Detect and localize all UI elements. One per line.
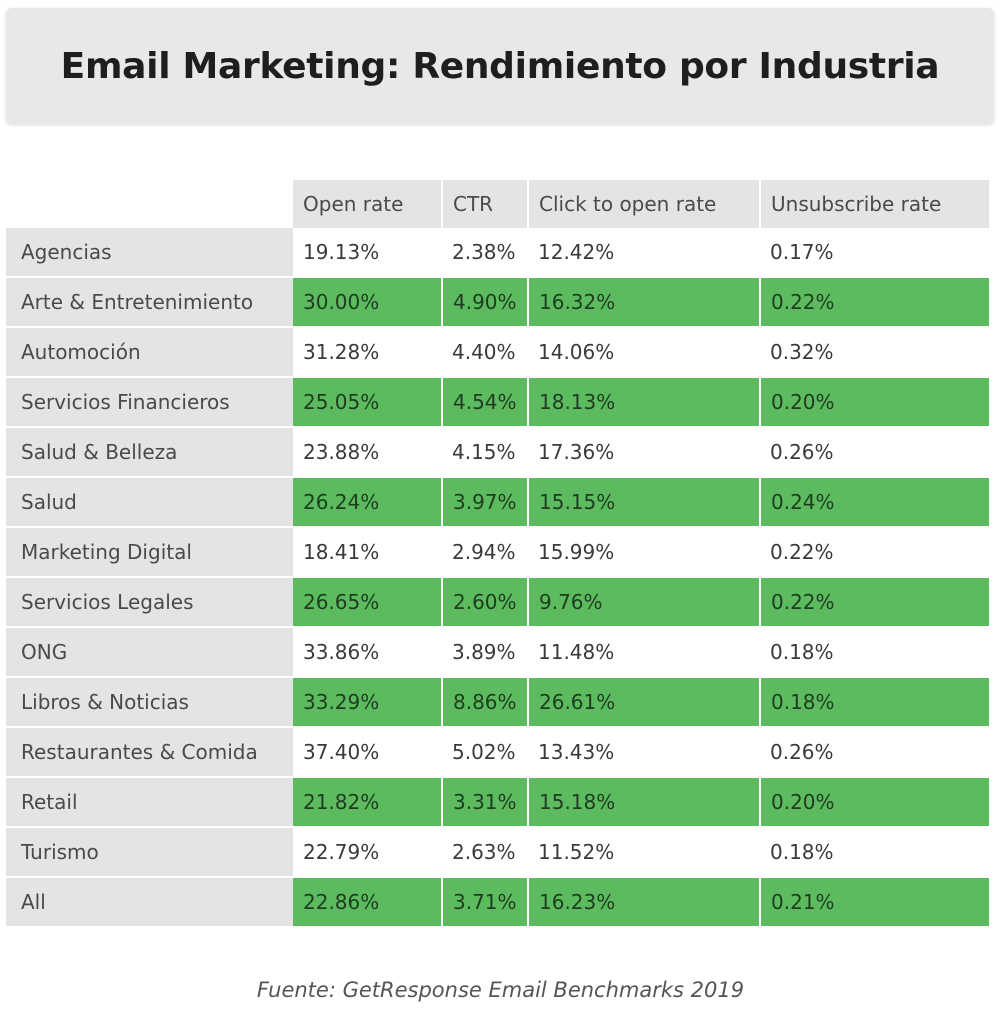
table-cell: 9.76% [528, 576, 761, 628]
row-label: Automoción [6, 327, 293, 378]
table-cell: 15.18% [528, 776, 761, 828]
table-cell: 0.26% [760, 727, 989, 777]
header-corner [6, 180, 293, 228]
table-cell: 11.52% [528, 827, 760, 877]
column-header: Open rate [293, 180, 443, 228]
column-header: Unsubscribe rate [760, 180, 989, 228]
table-cell: 26.65% [293, 576, 443, 628]
table-cell: 2.94% [442, 527, 528, 577]
table-cell: 18.13% [528, 376, 761, 428]
table-cell: 3.31% [442, 776, 529, 828]
table-cell: 0.17% [760, 228, 989, 277]
table-cell: 0.18% [760, 627, 989, 677]
table-cell: 8.86% [442, 676, 529, 728]
table-row: Automoción 31.28% 4.40% 14.06% 0.32% [6, 327, 989, 378]
row-label: Servicios Legales [6, 577, 293, 628]
row-label: Restaurantes & Comida [6, 727, 293, 778]
table-cell: 26.61% [528, 676, 761, 728]
table-cell: 4.15% [442, 427, 528, 477]
table-cell: 0.24% [760, 476, 989, 528]
row-label: Marketing Digital [6, 527, 293, 578]
row-label: ONG [6, 627, 293, 678]
table-row: ONG 33.86% 3.89% 11.48% 0.18% [6, 627, 989, 678]
table-cell: 37.40% [293, 727, 442, 777]
table-cell: 22.79% [293, 827, 442, 877]
table-cell: 4.40% [442, 327, 528, 377]
table-cell: 33.86% [293, 627, 442, 677]
source-footnote: Fuente: GetResponse Email Benchmarks 201… [256, 978, 745, 1002]
table-header: Open rate CTR Click to open rate Unsubsc… [6, 180, 989, 228]
table-cell: 0.22% [760, 276, 989, 328]
table-cell: 22.86% [293, 876, 443, 928]
table-cell: 12.42% [528, 228, 760, 277]
row-label: Salud & Belleza [6, 427, 293, 478]
header-row: Open rate CTR Click to open rate Unsubsc… [6, 180, 989, 228]
column-header: Click to open rate [528, 180, 761, 228]
table-row: Servicios Financieros 25.05% 4.54% 18.13% 0.… [6, 376, 989, 428]
table-cell: 16.23% [528, 876, 761, 928]
table-cell: 23.88% [293, 427, 442, 477]
table-cell: 0.32% [760, 327, 989, 377]
table-cell: 0.18% [760, 827, 989, 877]
table-cell: 4.54% [442, 376, 529, 428]
table-cell: 18.41% [293, 527, 442, 577]
table-cell: 0.21% [760, 876, 989, 928]
row-label: All [6, 877, 293, 928]
table-cell: 2.60% [442, 576, 529, 628]
table-row: Servicios Legales 26.65% 2.60% 9.76% 0.22% [6, 576, 989, 628]
row-label: Servicios Financieros [6, 377, 293, 428]
table-cell: 17.36% [528, 427, 760, 477]
table-cell: 0.20% [760, 776, 989, 828]
row-label: Retail [6, 777, 293, 828]
table-cell: 16.32% [528, 276, 761, 328]
table-row: Agencias 19.13% 2.38% 12.42% 0.17% [6, 228, 989, 278]
table-cell: 4.90% [442, 276, 529, 328]
table-cell: 0.22% [760, 527, 989, 577]
table-cell: 0.18% [760, 676, 989, 728]
table-row: All 22.86% 3.71% 16.23% 0.21% [6, 876, 989, 928]
table-cell: 3.97% [442, 476, 529, 528]
table-cell: 0.26% [760, 427, 989, 477]
table-row: Restaurantes & Comida 37.40% 5.02% 13.43% 0.… [6, 727, 989, 778]
table-cell: 15.15% [528, 476, 761, 528]
table-cell: 26.24% [293, 476, 443, 528]
table-cell: 3.71% [442, 876, 529, 928]
table-row: Arte & Entretenimiento 30.00% 4.90% 16.32% 0… [6, 276, 989, 328]
table-cell: 33.29% [293, 676, 443, 728]
column-header: CTR [442, 180, 529, 228]
table-row: Retail 21.82% 3.31% 15.18% 0.20% [6, 776, 989, 828]
title-box: Email Marketing: Rendimiento por Industr… [6, 8, 994, 124]
row-label: Salud [6, 477, 293, 528]
table-cell: 19.13% [293, 228, 442, 277]
table-cell: 2.63% [442, 827, 528, 877]
table-cell: 2.38% [442, 228, 528, 277]
benchmark-table: Open rate CTR Click to open rate Unsubsc… [6, 180, 989, 928]
table-body: Agencias 19.13% 2.38% 12.42% 0.17% Arte & Ent… [6, 228, 989, 928]
table-cell: 3.89% [442, 627, 528, 677]
chart-title: Email Marketing: Rendimiento por Industr… [60, 45, 940, 87]
table-row: Salud 26.24% 3.97% 15.15% 0.24% [6, 476, 989, 528]
row-label: Arte & Entretenimiento [6, 277, 293, 328]
table-row: Turismo 22.79% 2.63% 11.52% 0.18% [6, 827, 989, 878]
row-label: Libros & Noticias [6, 677, 293, 728]
table-cell: 21.82% [293, 776, 443, 828]
table-row: Salud & Belleza 23.88% 4.15% 17.36% 0.26% [6, 427, 989, 478]
table-cell: 0.22% [760, 576, 989, 628]
table-cell: 15.99% [528, 527, 760, 577]
row-label: Turismo [6, 827, 293, 878]
table-cell: 14.06% [528, 327, 760, 377]
row-label: Agencias [6, 228, 293, 278]
table-cell: 5.02% [442, 727, 528, 777]
table-cell: 30.00% [293, 276, 443, 328]
table-cell: 0.20% [760, 376, 989, 428]
table-cell: 11.48% [528, 627, 760, 677]
table-row: Libros & Noticias 33.29% 8.86% 26.61% 0.18% [6, 676, 989, 728]
table-row: Marketing Digital 18.41% 2.94% 15.99% 0.22% [6, 527, 989, 578]
table-container: Open rate CTR Click to open rate Unsubsc… [6, 180, 989, 928]
table-cell: 25.05% [293, 376, 443, 428]
table-cell: 31.28% [293, 327, 442, 377]
table-cell: 13.43% [528, 727, 760, 777]
